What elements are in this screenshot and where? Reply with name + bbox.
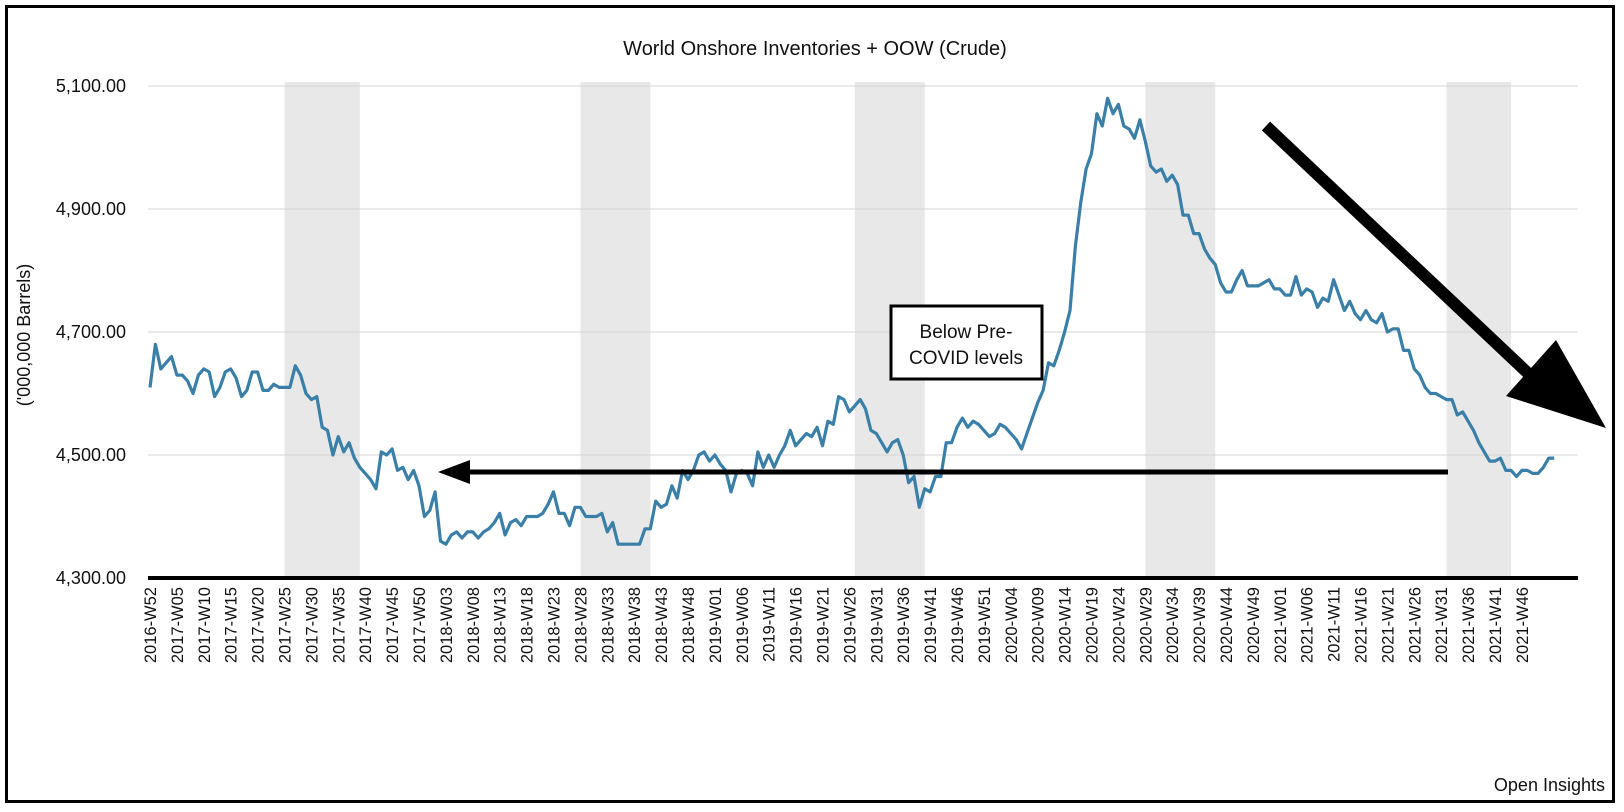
x-tick-label: 2018-W23 xyxy=(546,587,564,663)
y-tick-label: 4,900.00 xyxy=(56,199,126,219)
series-line xyxy=(148,96,1555,546)
y-tick-label: 4,700.00 xyxy=(56,322,126,342)
x-tick-label: 2021-W36 xyxy=(1460,587,1478,663)
y-axis-label: ('000,000 Barrels) xyxy=(14,264,34,407)
diagonal-arrow xyxy=(1261,121,1606,428)
shaded-period-1 xyxy=(284,82,360,578)
annotation-box: Below Pre- COVID levels xyxy=(889,304,1044,381)
x-tick-label: 2018-W08 xyxy=(465,587,483,663)
x-tick-label: 2020-W09 xyxy=(1030,587,1048,663)
shaded-period-4 xyxy=(1145,82,1216,578)
x-tick-label: 2021-W11 xyxy=(1326,587,1344,662)
x-tick-label: 2021-W41 xyxy=(1487,587,1505,663)
x-tick-label: 2017-W35 xyxy=(330,587,348,663)
x-tick-label: 2019-W46 xyxy=(949,587,967,663)
x-tick-label: 2017-W05 xyxy=(169,587,187,663)
x-tick-label: 2018-W03 xyxy=(438,587,456,663)
x-tick-label: 2020-W04 xyxy=(1003,587,1021,663)
x-tick-label: 2019-W06 xyxy=(734,587,752,663)
x-tick-label: 2018-W33 xyxy=(599,587,617,663)
x-tick-label: 2019-W11 xyxy=(761,587,779,662)
x-tick-label: 2019-W21 xyxy=(815,587,833,663)
x-tick-label: 2017-W45 xyxy=(384,587,402,663)
x-tick-label: 2017-W15 xyxy=(223,587,241,663)
chart-title: World Onshore Inventories + OOW (Crude) xyxy=(623,38,1007,60)
chart-frame xyxy=(5,5,1615,803)
annotation-line-2: COVID levels xyxy=(909,348,1023,369)
x-tick-label: 2021-W26 xyxy=(1406,587,1424,663)
annotation-line-1: Below Pre- xyxy=(920,322,1013,343)
x-axis-ticks: 2016-W52 2017-W05 2017-W10 2017-W15 2017-W20… xyxy=(142,587,1532,663)
y-axis-ticks: 4,300.00 4,500.00 4,700.00 4,900.00 5,100.00 xyxy=(56,76,126,588)
x-tick-label: 2018-W13 xyxy=(492,587,510,663)
x-tick-label: 2019-W36 xyxy=(895,587,913,663)
x-tick-label: 2020-W34 xyxy=(1164,587,1182,663)
x-tick-label: 2018-W43 xyxy=(653,587,671,663)
x-tick-label: 2019-W01 xyxy=(707,587,725,663)
x-tick-label: 2017-W20 xyxy=(250,587,268,663)
x-tick-label: 2021-W46 xyxy=(1514,587,1532,663)
x-tick-label: 2019-W31 xyxy=(868,587,886,663)
y-tick-label: 4,300.00 xyxy=(56,568,126,588)
x-tick-label: 2018-W48 xyxy=(680,587,698,663)
x-tick-label: 2020-W19 xyxy=(1084,587,1102,663)
x-tick-label: 2016-W52 xyxy=(142,587,160,663)
horizontal-arrow xyxy=(438,460,1448,484)
x-tick-label: 2020-W44 xyxy=(1218,587,1236,663)
y-tick-label: 4,500.00 xyxy=(56,445,126,465)
y-tick-label: 5,100.00 xyxy=(56,76,126,96)
x-tick-label: 2017-W30 xyxy=(303,587,321,663)
x-tick-label: 2018-W28 xyxy=(572,587,590,663)
x-tick-label: 2020-W14 xyxy=(1057,587,1075,663)
x-tick-label: 2020-W24 xyxy=(1110,587,1128,663)
x-tick-label: 2017-W25 xyxy=(277,587,295,663)
x-tick-label: 2021-W06 xyxy=(1299,587,1317,663)
x-tick-label: 2017-W10 xyxy=(196,587,214,663)
x-tick-label: 2021-W16 xyxy=(1353,587,1371,663)
x-tick-label: 2017-W50 xyxy=(411,587,429,663)
x-tick-label: 2021-W21 xyxy=(1379,587,1397,663)
x-tick-label: 2018-W18 xyxy=(519,587,537,663)
x-tick-label: 2021-W01 xyxy=(1272,587,1290,663)
x-tick-label: 2020-W49 xyxy=(1245,587,1263,663)
x-tick-label: 2018-W38 xyxy=(626,587,644,663)
x-tick-label: 2019-W26 xyxy=(841,587,859,663)
shaded-periods xyxy=(284,82,1512,578)
x-tick-label: 2020-W29 xyxy=(1137,587,1155,663)
x-tick-label: 2019-W51 xyxy=(976,587,994,663)
x-tick-label: 2019-W41 xyxy=(922,587,940,663)
x-tick-label: 2020-W39 xyxy=(1191,587,1209,663)
x-tick-label: 2019-W16 xyxy=(788,587,806,663)
x-tick-label: 2017-W40 xyxy=(357,587,375,663)
x-tick-label: 2021-W31 xyxy=(1433,587,1451,663)
source-credit: Open Insights xyxy=(1494,775,1605,795)
shaded-period-2 xyxy=(580,82,651,578)
